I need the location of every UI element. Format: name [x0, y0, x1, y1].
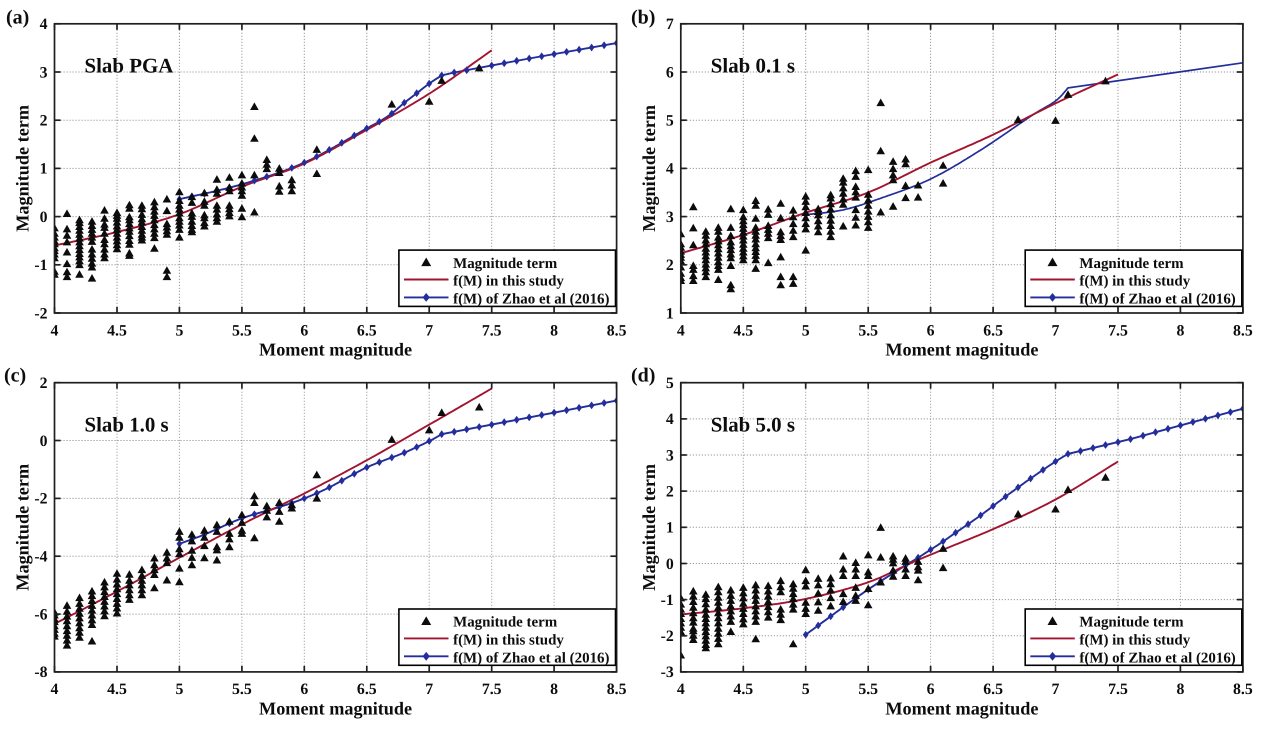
svg-text:4: 4 — [677, 322, 685, 339]
svg-text:6: 6 — [300, 322, 308, 339]
svg-text:4.5: 4.5 — [733, 322, 753, 339]
svg-text:-1: -1 — [661, 592, 674, 609]
svg-text:-8: -8 — [34, 664, 47, 681]
svg-text:-2: -2 — [34, 305, 47, 322]
svg-text:f(M) of Zhao et al (2016): f(M) of Zhao et al (2016) — [453, 651, 609, 667]
svg-text:3: 3 — [666, 447, 674, 464]
svg-text:Moment magnitude: Moment magnitude — [885, 698, 1038, 719]
svg-text:Magnitude term: Magnitude term — [1079, 615, 1184, 631]
svg-text:4.5: 4.5 — [733, 681, 753, 698]
svg-text:Magnitude term: Magnitude term — [1079, 256, 1184, 272]
svg-text:5: 5 — [666, 113, 674, 130]
svg-text:7: 7 — [425, 681, 433, 698]
svg-text:4: 4 — [666, 411, 674, 428]
svg-text:Magnitude term: Magnitude term — [453, 615, 558, 631]
svg-text:6: 6 — [927, 322, 935, 339]
svg-text:Slab 1.0 s: Slab 1.0 s — [85, 413, 169, 437]
svg-text:(a): (a) — [6, 7, 29, 29]
svg-text:-2: -2 — [661, 628, 674, 645]
svg-text:6: 6 — [927, 681, 935, 698]
svg-text:0: 0 — [40, 433, 48, 450]
svg-text:5.5: 5.5 — [858, 322, 878, 339]
svg-text:(c): (c) — [4, 365, 26, 387]
svg-text:7.5: 7.5 — [1108, 681, 1128, 698]
svg-text:f(M) of Zhao et al (2016): f(M) of Zhao et al (2016) — [1079, 651, 1235, 667]
svg-text:6.5: 6.5 — [983, 681, 1003, 698]
svg-text:Magnitude term: Magnitude term — [453, 256, 558, 272]
svg-text:5.5: 5.5 — [232, 322, 252, 339]
svg-text:8.5: 8.5 — [1233, 681, 1253, 698]
svg-text:-2: -2 — [34, 491, 47, 508]
svg-text:8: 8 — [1176, 681, 1184, 698]
svg-text:1: 1 — [666, 520, 674, 537]
svg-text:f(M) of Zhao et al (2016): f(M) of Zhao et al (2016) — [1079, 292, 1235, 308]
svg-text:5: 5 — [802, 322, 810, 339]
svg-text:-1: -1 — [34, 257, 47, 274]
svg-text:1: 1 — [40, 161, 48, 178]
svg-text:f(M) in this study: f(M) in this study — [1079, 274, 1190, 290]
svg-text:6.5: 6.5 — [357, 681, 377, 698]
svg-text:6: 6 — [666, 64, 674, 81]
svg-text:8: 8 — [1176, 322, 1184, 339]
svg-text:7.5: 7.5 — [482, 681, 502, 698]
svg-text:Moment magnitude: Moment magnitude — [259, 698, 412, 719]
svg-text:(d): (d) — [631, 365, 655, 387]
svg-text:Magnitude term: Magnitude term — [13, 105, 34, 232]
svg-text:Slab 5.0 s: Slab 5.0 s — [711, 413, 795, 437]
svg-text:0: 0 — [40, 209, 48, 226]
svg-text:8.5: 8.5 — [1233, 322, 1253, 339]
svg-text:6.5: 6.5 — [357, 322, 377, 339]
svg-text:7.5: 7.5 — [1108, 322, 1128, 339]
svg-text:7: 7 — [1052, 681, 1060, 698]
svg-text:5.5: 5.5 — [232, 681, 252, 698]
svg-text:5: 5 — [175, 322, 183, 339]
svg-text:-6: -6 — [34, 606, 47, 623]
svg-text:f(M) in this study: f(M) in this study — [1079, 633, 1190, 649]
svg-text:7.5: 7.5 — [482, 322, 502, 339]
svg-text:8.5: 8.5 — [607, 322, 627, 339]
svg-text:8.5: 8.5 — [607, 681, 627, 698]
svg-text:4: 4 — [666, 161, 674, 178]
svg-text:4: 4 — [40, 16, 48, 33]
svg-text:5: 5 — [175, 681, 183, 698]
svg-text:3: 3 — [666, 209, 674, 226]
svg-text:4: 4 — [677, 681, 685, 698]
svg-text:1: 1 — [666, 305, 674, 322]
svg-text:Magnitude term: Magnitude term — [639, 464, 660, 591]
svg-text:5.5: 5.5 — [858, 681, 878, 698]
svg-text:5: 5 — [666, 375, 674, 392]
svg-text:2: 2 — [40, 113, 48, 130]
svg-text:f(M) in this study: f(M) in this study — [453, 274, 564, 290]
svg-text:Moment magnitude: Moment magnitude — [885, 340, 1038, 361]
svg-text:8: 8 — [550, 322, 558, 339]
svg-text:Moment magnitude: Moment magnitude — [259, 340, 412, 361]
svg-text:4: 4 — [51, 322, 59, 339]
svg-text:0: 0 — [666, 556, 674, 573]
svg-text:4.5: 4.5 — [107, 681, 127, 698]
svg-text:2: 2 — [40, 375, 48, 392]
svg-text:5: 5 — [802, 681, 810, 698]
svg-text:Slab PGA: Slab PGA — [85, 54, 174, 78]
svg-text:2: 2 — [666, 257, 674, 274]
svg-text:f(M) of Zhao et al (2016): f(M) of Zhao et al (2016) — [453, 292, 609, 308]
svg-text:-3: -3 — [661, 664, 674, 681]
svg-text:-4: -4 — [34, 549, 47, 566]
svg-text:Magnitude term: Magnitude term — [13, 464, 34, 591]
svg-text:2: 2 — [666, 483, 674, 500]
svg-text:3: 3 — [40, 64, 48, 81]
svg-text:7: 7 — [1052, 322, 1060, 339]
svg-text:8: 8 — [550, 681, 558, 698]
svg-text:7: 7 — [666, 16, 674, 33]
svg-text:6: 6 — [300, 681, 308, 698]
svg-text:f(M) in this study: f(M) in this study — [453, 633, 564, 649]
svg-text:6.5: 6.5 — [983, 322, 1003, 339]
svg-text:Magnitude term: Magnitude term — [639, 105, 660, 232]
svg-text:4: 4 — [51, 681, 59, 698]
svg-text:Slab 0.1 s: Slab 0.1 s — [711, 54, 795, 78]
svg-text:7: 7 — [425, 322, 433, 339]
svg-text:4.5: 4.5 — [107, 322, 127, 339]
svg-text:(b): (b) — [631, 6, 655, 28]
